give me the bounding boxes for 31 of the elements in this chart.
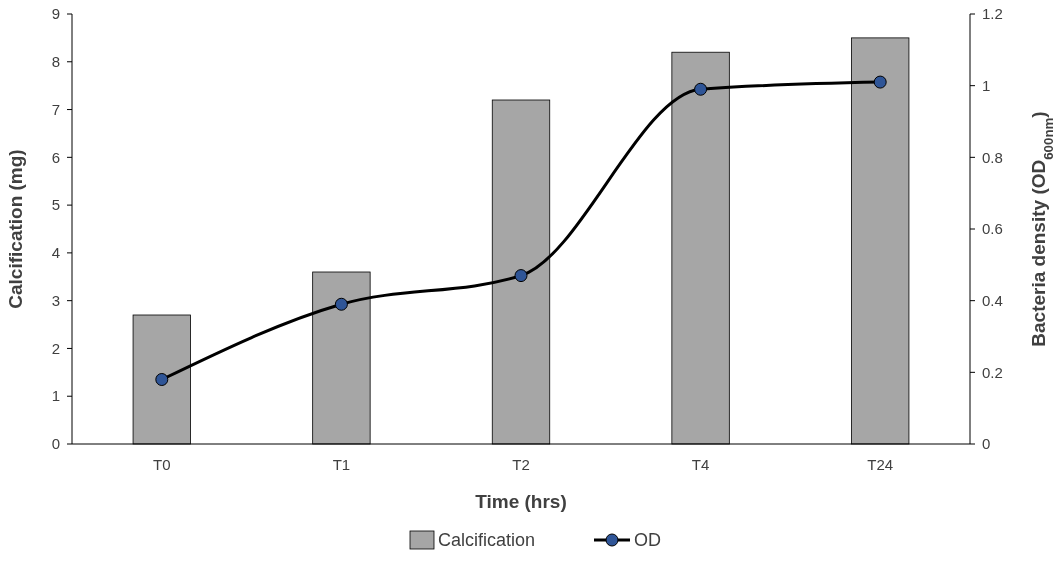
y-axis-title: Calcification (mg) [5,149,26,309]
y-tick-label: 7 [51,100,60,118]
y2-tick-label: 0.4 [982,291,1003,309]
point [873,75,887,89]
point [155,373,169,386]
y2-tick-label: 0.2 [982,363,1003,381]
x-tick-label: T1 [332,456,351,473]
y-tick-label: 0 [51,435,60,453]
y-tick-label: 6 [51,148,60,166]
x-axis-title: Time (hrs) [475,491,567,512]
y-tick-label: 1 [51,387,60,405]
x-tick-label: T0 [153,456,171,473]
y2-tick-label: 1.2 [982,5,1003,23]
point [514,269,528,283]
y-tick-label: 3 [51,291,60,309]
y-tick-label: 2 [51,339,60,357]
legend-label: Calcification [438,530,536,551]
x-tick-label: T24 [867,456,894,473]
x-tick-label: T2 [512,456,530,473]
y-tick-label: 5 [51,196,60,214]
y2-tick-label: 1 [982,76,991,94]
y2-tick-label: 0.6 [982,220,1003,238]
y2-tick-label: 0.8 [982,148,1003,166]
legend-label: OD [634,530,661,551]
point [334,297,348,311]
y-tick-label: 4 [51,244,60,262]
y2-tick-label: 0 [982,435,991,453]
point [694,82,708,96]
x-tick-label: T4 [691,456,710,473]
y-tick-label: 8 [51,53,60,71]
y-tick-label: 9 [51,5,60,23]
